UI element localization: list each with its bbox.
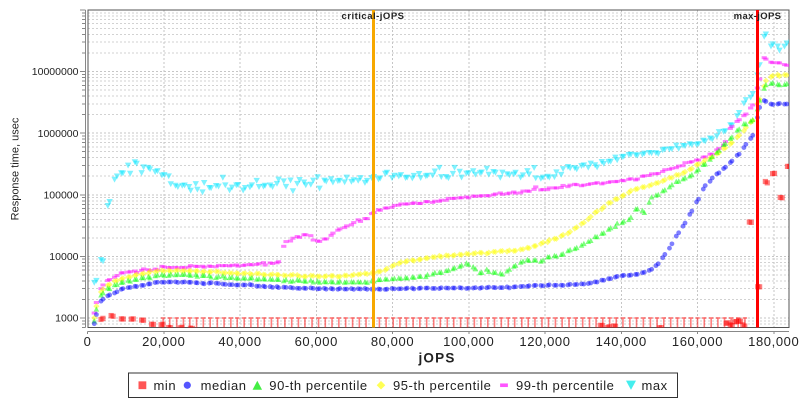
- svg-text:40,000: 40,000: [218, 334, 261, 349]
- svg-text:99-th percentile: 99-th percentile: [516, 378, 614, 393]
- svg-text:140,000: 140,000: [596, 334, 647, 349]
- svg-text:20,000: 20,000: [142, 334, 185, 349]
- svg-text:10000: 10000: [49, 251, 78, 263]
- svg-text:critical-jOPS: critical-jOPS: [342, 11, 405, 22]
- svg-text:1000: 1000: [55, 313, 79, 325]
- svg-text:jOPS: jOPS: [417, 351, 455, 366]
- svg-text:min: min: [154, 378, 177, 393]
- svg-text:80,000: 80,000: [371, 334, 414, 349]
- svg-text:160,000: 160,000: [672, 334, 723, 349]
- svg-text:Response time, usec: Response time, usec: [10, 117, 22, 220]
- svg-text:180,000: 180,000: [748, 334, 799, 349]
- svg-text:100000: 100000: [43, 189, 78, 201]
- svg-text:0: 0: [84, 334, 92, 349]
- svg-text:60,000: 60,000: [295, 334, 338, 349]
- svg-text:10000000: 10000000: [32, 66, 79, 78]
- svg-text:100,000: 100,000: [443, 334, 494, 349]
- svg-text:1000000: 1000000: [38, 128, 79, 140]
- svg-text:90-th percentile: 90-th percentile: [269, 378, 367, 393]
- svg-text:max: max: [642, 378, 668, 393]
- svg-text:120,000: 120,000: [519, 334, 570, 349]
- svg-text:max-jOPS: max-jOPS: [734, 11, 782, 22]
- svg-text:95-th percentile: 95-th percentile: [393, 378, 491, 393]
- svg-text:median: median: [201, 378, 247, 393]
